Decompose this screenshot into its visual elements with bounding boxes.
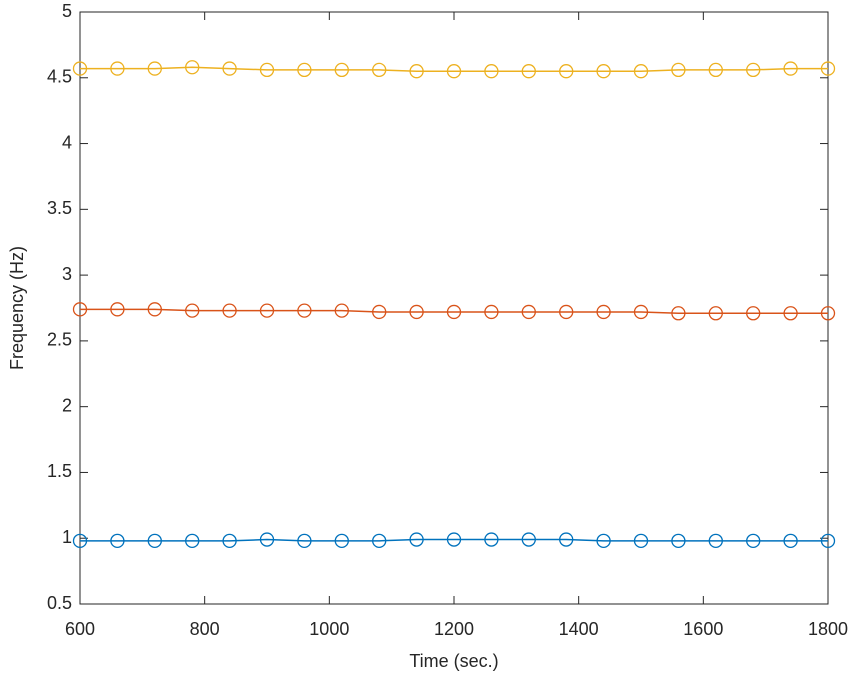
y-tick-label: 4.5 bbox=[47, 67, 72, 87]
data-point bbox=[297, 62, 312, 78]
data-point bbox=[147, 61, 162, 76]
y-tick-label: 1 bbox=[62, 527, 72, 547]
y-tick-label: 3 bbox=[62, 264, 72, 284]
y-tick-label: 5 bbox=[62, 1, 72, 21]
data-point bbox=[372, 304, 387, 320]
x-tick-label: 600 bbox=[65, 619, 95, 639]
x-tick-label: 1600 bbox=[683, 619, 723, 639]
data-point bbox=[708, 533, 723, 549]
data-point bbox=[185, 303, 200, 318]
y-tick-label: 2.5 bbox=[47, 330, 72, 350]
data-point bbox=[484, 64, 499, 79]
data-point bbox=[521, 64, 536, 79]
x-tick-label: 1200 bbox=[434, 619, 474, 639]
data-point bbox=[633, 304, 649, 320]
data-point bbox=[446, 304, 462, 320]
data-point bbox=[596, 304, 611, 320]
data-point bbox=[820, 306, 836, 321]
data-point bbox=[521, 532, 536, 547]
data-point bbox=[746, 533, 761, 549]
data-point bbox=[110, 302, 125, 317]
data-point bbox=[671, 306, 686, 321]
data-point bbox=[259, 532, 275, 547]
data-point bbox=[110, 533, 125, 549]
y-tick-label: 0.5 bbox=[47, 593, 72, 613]
y-tick-label: 4 bbox=[62, 132, 72, 152]
data-point bbox=[783, 533, 798, 549]
series-line bbox=[80, 538, 828, 542]
data-point bbox=[72, 61, 88, 76]
y-tick-label: 2 bbox=[62, 395, 72, 415]
data-point bbox=[259, 62, 275, 78]
data-point bbox=[446, 532, 462, 547]
data-point bbox=[633, 533, 649, 549]
data-point bbox=[820, 533, 836, 549]
data-point bbox=[783, 61, 798, 76]
data-point bbox=[746, 62, 761, 78]
data-point bbox=[222, 303, 237, 318]
data-point bbox=[147, 302, 162, 317]
data-point bbox=[72, 533, 88, 549]
data-point bbox=[484, 304, 499, 320]
data-point bbox=[372, 533, 387, 549]
data-point bbox=[596, 533, 611, 549]
data-point bbox=[222, 533, 237, 549]
data-point bbox=[409, 64, 424, 79]
data-point bbox=[746, 306, 761, 321]
data-point bbox=[708, 306, 723, 321]
data-point bbox=[222, 61, 237, 76]
data-point bbox=[297, 303, 312, 318]
data-point bbox=[633, 64, 649, 79]
data-point bbox=[783, 306, 798, 321]
y-tick-label: 1.5 bbox=[47, 461, 72, 481]
data-point bbox=[72, 302, 88, 317]
y-tick-label: 3.5 bbox=[47, 198, 72, 218]
x-tick-label: 1000 bbox=[309, 619, 349, 639]
plot-area bbox=[79, 11, 829, 605]
x-tick-label: 800 bbox=[190, 619, 220, 639]
x-tick-label: 1800 bbox=[808, 619, 848, 639]
data-point bbox=[334, 62, 349, 78]
series-line bbox=[80, 308, 828, 315]
data-point bbox=[559, 64, 574, 79]
data-point bbox=[521, 304, 536, 320]
data-point bbox=[259, 303, 275, 318]
data-point bbox=[671, 62, 686, 78]
data-point bbox=[596, 64, 611, 79]
data-point bbox=[185, 533, 200, 549]
x-axis-label: Time (sec.) bbox=[409, 651, 498, 671]
data-point bbox=[559, 304, 574, 320]
data-point bbox=[484, 532, 499, 547]
y-axis-label: Frequency (Hz) bbox=[7, 246, 27, 370]
data-point bbox=[372, 62, 387, 78]
data-point bbox=[671, 533, 686, 549]
data-point bbox=[820, 61, 836, 76]
data-point bbox=[147, 533, 162, 549]
data-point bbox=[559, 532, 574, 547]
series-line bbox=[80, 66, 828, 72]
data-point bbox=[446, 64, 462, 79]
data-point bbox=[110, 61, 125, 76]
x-tick-label: 1400 bbox=[559, 619, 599, 639]
data-point bbox=[409, 532, 424, 547]
data-point bbox=[185, 60, 200, 75]
data-point bbox=[708, 62, 723, 78]
data-point bbox=[334, 533, 349, 549]
data-point bbox=[409, 304, 424, 320]
data-point bbox=[297, 533, 312, 549]
data-point bbox=[334, 303, 349, 318]
